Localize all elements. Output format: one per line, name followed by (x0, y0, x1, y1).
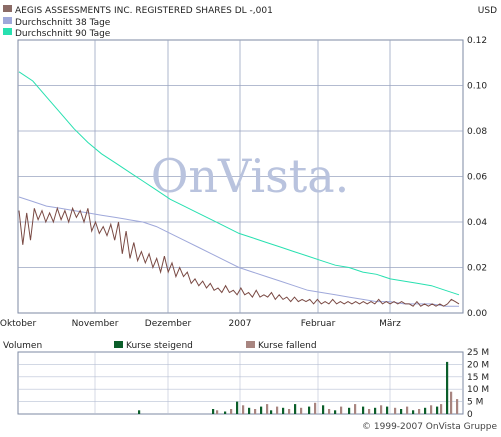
volume-bar (348, 407, 351, 414)
volume-bar (450, 391, 453, 414)
y-tick-label: 0.12 (467, 36, 487, 46)
legend-label-ma90: Durchschnitt 90 Tage (15, 29, 111, 39)
volume-y-axis-ticks: 25 M 20 M 15 M 10 M 5 M 0 (467, 348, 489, 420)
legend-label-rising: Kurse steigend (126, 341, 193, 351)
volume-bar (412, 410, 415, 414)
volume-bar (212, 409, 215, 414)
y-tick-label: 0.08 (467, 127, 487, 137)
volume-bar (308, 406, 311, 414)
x-axis-labels: Oktober November Dezember 2007 Februar März (0, 319, 401, 329)
legend-swatch-ma90 (3, 28, 12, 35)
volume-bar (430, 405, 433, 414)
volume-bar (236, 401, 239, 414)
volume-bar (314, 402, 317, 414)
vol-tick-label: 10 M (467, 385, 489, 395)
volume-bar (224, 411, 227, 414)
y-tick-label: 0.10 (467, 82, 487, 92)
series-line (18, 71, 460, 296)
price-grid (18, 40, 463, 313)
volume-bar (436, 406, 439, 414)
volume-bar (254, 409, 257, 414)
legend: AEGIS ASSESSMENTS INC. REGISTERED SHARES… (3, 5, 273, 39)
volume-bar (446, 361, 449, 414)
vol-tick-label: 15 M (467, 373, 489, 383)
y-tick-label: 0.04 (467, 218, 487, 228)
volume-bar (288, 409, 291, 414)
volume-bar (406, 406, 409, 414)
y-tick-label: 0.06 (467, 173, 487, 183)
y-tick-label: 0.00 (467, 309, 487, 319)
vol-tick-label: 20 M (467, 360, 489, 370)
volume-bar (424, 407, 427, 414)
volume-bars (138, 361, 459, 414)
volume-bar (294, 404, 297, 414)
volume-bar (380, 405, 383, 414)
volume-title: Volumen (3, 341, 42, 351)
x-tick-label: 2007 (229, 319, 252, 329)
volume-bar (300, 407, 303, 414)
legend-swatch-ma38 (3, 17, 12, 24)
x-tick-label: Oktober (0, 319, 36, 329)
volume-bar (260, 406, 263, 414)
watermark: OnVista. (151, 149, 350, 203)
legend-label-falling: Kurse fallend (258, 341, 317, 351)
volume-bar (270, 410, 273, 414)
legend-swatch-price (3, 5, 12, 12)
legend-label-price: AEGIS ASSESSMENTS INC. REGISTERED SHARES… (15, 6, 273, 16)
volume-bar (400, 409, 403, 414)
volume-bar (362, 406, 365, 414)
volume-bar (266, 404, 269, 414)
price-chart-panel: OnVista. 0.12 0.10 0.08 0.06 0.04 0.02 0.00 Ok… (0, 36, 487, 329)
volume-bar (282, 407, 285, 414)
x-tick-label: Dezember (145, 319, 192, 329)
vol-tick-label: 25 M (467, 348, 489, 358)
volume-bar (276, 406, 279, 414)
volume-bar (230, 409, 233, 414)
volume-bar (322, 405, 325, 414)
x-tick-label: März (379, 319, 401, 329)
volume-grid (18, 352, 463, 414)
volume-bar (138, 410, 141, 414)
copyright: © 1999-2007 OnVista Gruppe (362, 422, 497, 432)
legend-swatch-rising (114, 341, 123, 348)
volume-bar (354, 404, 357, 414)
volume-bar (368, 409, 371, 414)
y-axis-ticks: 0.12 0.10 0.08 0.06 0.04 0.02 0.00 (467, 36, 487, 319)
series-lines (18, 71, 460, 307)
volume-bar (440, 404, 443, 414)
volume-bar (418, 409, 421, 414)
volume-bar (334, 410, 337, 414)
volume-bar (248, 407, 251, 414)
legend-swatch-falling (246, 341, 255, 348)
volume-bar (374, 407, 377, 414)
volume-bar (242, 405, 245, 414)
volume-bar (456, 399, 459, 414)
volume-bar (394, 407, 397, 414)
legend-label-ma38: Durchschnitt 38 Tage (15, 18, 111, 28)
y-tick-label: 0.02 (467, 264, 487, 274)
volume-chart-panel: Volumen Kurse steigend Kurse fallend 25 … (3, 341, 489, 420)
volume-bar (340, 406, 343, 414)
x-tick-label: November (72, 319, 119, 329)
x-tick-label: Februar (301, 319, 336, 329)
currency-label: USD (478, 6, 497, 16)
volume-bar (328, 409, 331, 414)
vol-tick-label: 5 M (467, 398, 483, 408)
volume-bar (216, 410, 219, 414)
volume-bar (386, 406, 389, 414)
vol-tick-label: 0 (467, 410, 473, 420)
series-line (18, 206, 460, 307)
